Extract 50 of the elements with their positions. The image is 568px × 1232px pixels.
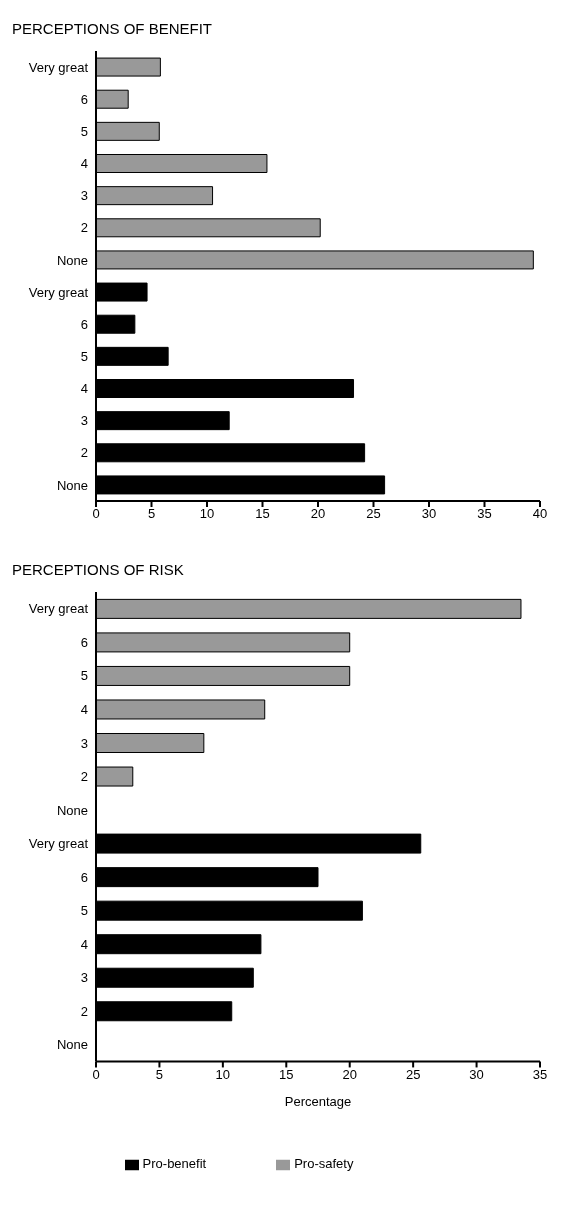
x-tick-label: 10 <box>215 1066 231 1082</box>
x-tick-label: 20 <box>342 1066 357 1082</box>
y-tick-label: Very great <box>28 601 89 617</box>
y-tick-label: 6 <box>80 634 88 650</box>
y-tick-label: 3 <box>80 413 88 429</box>
y-tick-label: Very great <box>28 836 89 852</box>
y-tick-label: None <box>56 252 88 268</box>
y-tick-label: None <box>56 802 88 818</box>
x-tick-label: 25 <box>366 506 381 522</box>
y-tick-label: 2 <box>80 445 88 461</box>
y-tick-label: 6 <box>80 869 88 885</box>
y-tick-label: 5 <box>80 348 88 364</box>
y-tick-label: 3 <box>80 188 88 204</box>
x-tick-label: 5 <box>147 506 156 522</box>
legend-label: Pro-benefit <box>142 1156 207 1172</box>
x-tick-label: 15 <box>279 1066 294 1082</box>
y-tick-label: None <box>56 477 88 493</box>
x-axis-title: Percentage <box>284 1094 352 1110</box>
chart-title: PERCEPTIONS OF BENEFIT <box>12 20 214 37</box>
x-tick-label: 5 <box>155 1066 164 1082</box>
x-tick-label: 40 <box>532 506 548 522</box>
x-tick-label: 35 <box>532 1066 548 1082</box>
y-tick-label: 4 <box>80 701 88 717</box>
x-tick-label: 35 <box>477 506 492 522</box>
y-tick-label: 4 <box>80 381 88 397</box>
y-tick-label: 2 <box>80 769 88 785</box>
x-tick-label: 20 <box>310 506 326 522</box>
chart-title: PERCEPTIONS OF RISK <box>12 561 185 578</box>
y-tick-label: 3 <box>80 735 88 751</box>
y-tick-label: None <box>56 1037 88 1053</box>
x-tick-label: 30 <box>469 1066 484 1082</box>
y-tick-label: 5 <box>80 123 88 139</box>
x-tick-label: 30 <box>421 506 437 522</box>
x-tick-label: 0 <box>92 1066 100 1082</box>
y-tick-label: 5 <box>80 668 88 684</box>
x-tick-label: 0 <box>92 506 100 522</box>
y-tick-label: 6 <box>80 316 88 332</box>
y-tick-label: 4 <box>80 936 88 952</box>
x-tick-label: 25 <box>405 1066 421 1082</box>
y-tick-label: 2 <box>80 220 88 236</box>
x-tick-label: 10 <box>199 506 215 522</box>
legend-label: Pro-safety <box>294 1156 354 1172</box>
y-tick-label: 4 <box>80 156 88 172</box>
x-tick-label: 15 <box>255 506 270 522</box>
y-tick-label: 2 <box>80 1003 88 1019</box>
y-tick-label: Very great <box>28 284 89 300</box>
y-tick-label: 6 <box>80 91 88 107</box>
y-tick-label: 3 <box>80 970 88 986</box>
y-tick-label: 5 <box>80 903 88 919</box>
y-tick-label: Very great <box>28 59 89 75</box>
